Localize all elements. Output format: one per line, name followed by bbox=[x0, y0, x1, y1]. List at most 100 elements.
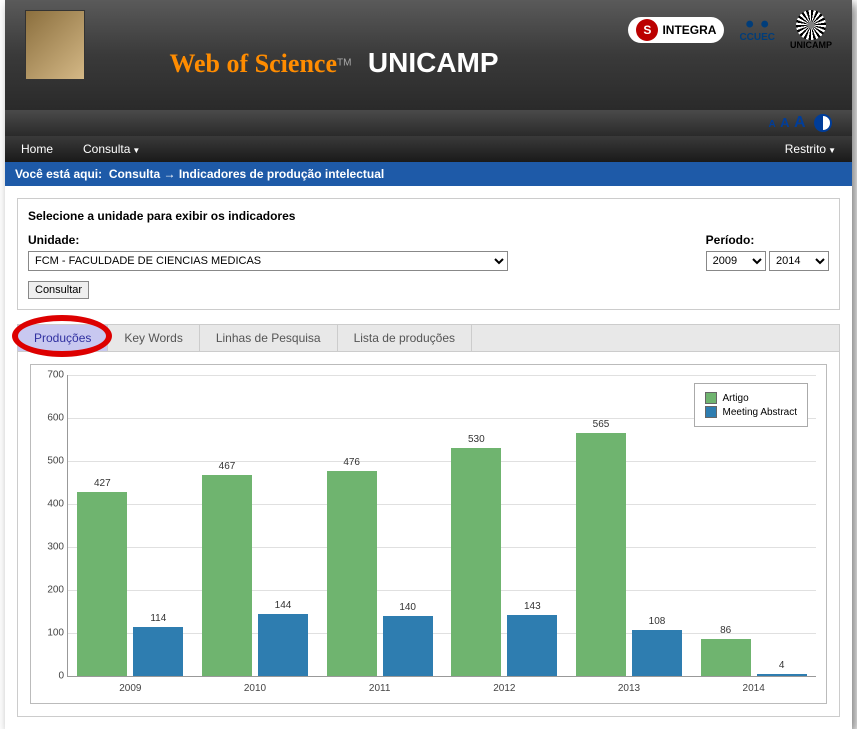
bar[interactable]: 530 bbox=[451, 448, 501, 676]
bar-value-label: 565 bbox=[576, 419, 626, 430]
legend-label: Meeting Abstract bbox=[723, 407, 797, 418]
periodo-label: Período: bbox=[706, 233, 829, 247]
x-tick-label: 2014 bbox=[691, 683, 816, 694]
year-from-select[interactable]: 2009 bbox=[706, 251, 766, 271]
ccuec-logo[interactable]: • • CCUEC bbox=[739, 18, 775, 43]
header-banner: Web of ScienceTM UNICAMP S INTEGRA • • C… bbox=[5, 0, 852, 110]
x-tick-label: 2010 bbox=[193, 683, 318, 694]
y-tick-label: 400 bbox=[38, 499, 64, 510]
breadcrumb-arrow: → bbox=[164, 167, 176, 181]
y-tick-label: 700 bbox=[38, 370, 64, 381]
breadcrumb-current: Indicadores de produção intelectual bbox=[179, 167, 384, 181]
navbar: Home Consulta▼ Restrito▼ bbox=[5, 136, 852, 162]
title-area: Web of ScienceTM UNICAMP bbox=[169, 47, 498, 79]
x-tick-label: 2012 bbox=[442, 683, 567, 694]
book-image bbox=[25, 10, 85, 80]
y-tick-label: 600 bbox=[38, 413, 64, 424]
bar[interactable]: 114 bbox=[133, 627, 183, 676]
bar[interactable]: 565 bbox=[576, 433, 626, 676]
periodo-group: Período: 2009 2014 bbox=[706, 233, 829, 271]
unidade-select[interactable]: FCM - FACULDADE DE CIENCIAS MEDICAS bbox=[28, 251, 508, 271]
fontsize-large[interactable]: A bbox=[794, 114, 806, 131]
bar-value-label: 530 bbox=[451, 434, 501, 445]
tab-keywords[interactable]: Key Words bbox=[108, 325, 199, 351]
accessibility-bar: A A A bbox=[5, 110, 852, 136]
integra-s-icon: S bbox=[636, 19, 658, 41]
unicamp-title: UNICAMP bbox=[368, 47, 499, 78]
header-logos: S INTEGRA • • CCUEC UNICAMP bbox=[628, 10, 832, 50]
x-tick-label: 2011 bbox=[317, 683, 442, 694]
bar-value-label: 140 bbox=[383, 602, 433, 613]
unicamp-logo-label: UNICAMP bbox=[790, 40, 832, 50]
nav-consulta-label: Consulta bbox=[83, 142, 130, 156]
bar-value-label: 467 bbox=[202, 461, 252, 472]
nav-consulta[interactable]: Consulta▼ bbox=[83, 142, 140, 156]
bar[interactable]: 476 bbox=[327, 471, 377, 676]
bar-group: 86 4 bbox=[701, 639, 807, 676]
unidade-group: Unidade: FCM - FACULDADE DE CIENCIAS MED… bbox=[28, 233, 508, 271]
bar[interactable]: 86 bbox=[701, 639, 751, 676]
bar[interactable]: 467 bbox=[202, 475, 252, 676]
unicamp-logo[interactable]: UNICAMP bbox=[790, 10, 832, 50]
bar-value-label: 427 bbox=[77, 478, 127, 489]
chart-box: Artigo Meeting Abstract 0 100 200 300 400 500 6… bbox=[30, 364, 827, 704]
tabs-row: Produções Key Words Linhas de Pesquisa L… bbox=[17, 324, 840, 351]
bar[interactable]: 144 bbox=[258, 614, 308, 676]
consultar-button[interactable]: Consultar bbox=[28, 281, 89, 299]
fontsize-small[interactable]: A bbox=[768, 119, 775, 130]
fontsize-medium[interactable]: A bbox=[780, 115, 789, 130]
year-to-select[interactable]: 2014 bbox=[769, 251, 829, 271]
filter-title: Selecione a unidade para exibir os indic… bbox=[28, 209, 829, 223]
unidade-label: Unidade: bbox=[28, 233, 508, 247]
bar-value-label: 114 bbox=[133, 613, 183, 624]
ccuec-label: CCUEC bbox=[739, 32, 775, 43]
bar-value-label: 476 bbox=[327, 457, 377, 468]
bar[interactable]: 140 bbox=[383, 616, 433, 676]
tab-linhas[interactable]: Linhas de Pesquisa bbox=[200, 325, 338, 351]
x-tick-label: 2013 bbox=[567, 683, 692, 694]
bar-value-label: 86 bbox=[701, 625, 751, 636]
contrast-icon[interactable] bbox=[814, 114, 832, 132]
nav-home[interactable]: Home bbox=[21, 142, 53, 156]
breadcrumb-prefix: Você está aqui: bbox=[15, 167, 102, 181]
bar[interactable]: 143 bbox=[507, 615, 557, 676]
y-tick-label: 100 bbox=[38, 628, 64, 639]
bar[interactable]: 427 bbox=[77, 492, 127, 676]
chevron-down-icon: ▼ bbox=[132, 146, 140, 155]
legend-label: Artigo bbox=[723, 393, 749, 404]
bar-value-label: 4 bbox=[757, 660, 807, 671]
bar-group: 476140 bbox=[327, 471, 433, 676]
y-tick-label: 300 bbox=[38, 542, 64, 553]
chart-plot-area: ArtigoMeeting Abstract 01002003004005006… bbox=[67, 375, 816, 677]
chart-panel: Artigo Meeting Abstract 0 100 200 300 400 500 6… bbox=[17, 351, 840, 717]
tab-producoes[interactable]: Produções bbox=[18, 325, 108, 351]
nav-left: Home Consulta▼ bbox=[21, 142, 140, 156]
y-tick-label: 0 bbox=[38, 671, 64, 682]
y-tick-label: 500 bbox=[38, 456, 64, 467]
tm-mark: TM bbox=[337, 57, 351, 68]
bar[interactable]: 4 bbox=[757, 674, 807, 676]
legend-swatch bbox=[705, 392, 717, 404]
filter-box: Selecione a unidade para exibir os indic… bbox=[17, 198, 840, 310]
bar[interactable]: 108 bbox=[632, 630, 682, 676]
legend-swatch bbox=[705, 406, 717, 418]
bar-group: 467144 bbox=[202, 475, 308, 676]
integra-text: INTEGRA bbox=[662, 23, 716, 37]
bar-group: 530143 bbox=[451, 448, 557, 676]
gridline bbox=[68, 461, 816, 462]
wos-title: Web of Science bbox=[169, 49, 337, 78]
bar-group: 427114 bbox=[77, 492, 183, 676]
bar-group: 565108 bbox=[576, 433, 682, 676]
tab-lista[interactable]: Lista de produções bbox=[338, 325, 472, 351]
breadcrumb: Você está aqui: Consulta → Indicadores d… bbox=[5, 162, 852, 186]
content: Selecione a unidade para exibir os indic… bbox=[5, 186, 852, 729]
gridline bbox=[68, 375, 816, 376]
nav-restrito[interactable]: Restrito▼ bbox=[785, 142, 836, 156]
bar-value-label: 143 bbox=[507, 601, 557, 612]
legend-item: Meeting Abstract bbox=[705, 406, 797, 418]
chevron-down-icon: ▼ bbox=[828, 146, 836, 155]
breadcrumb-consulta[interactable]: Consulta bbox=[109, 167, 160, 181]
y-tick-label: 200 bbox=[38, 585, 64, 596]
integra-logo[interactable]: S INTEGRA bbox=[628, 17, 724, 43]
bar-value-label: 108 bbox=[632, 616, 682, 627]
